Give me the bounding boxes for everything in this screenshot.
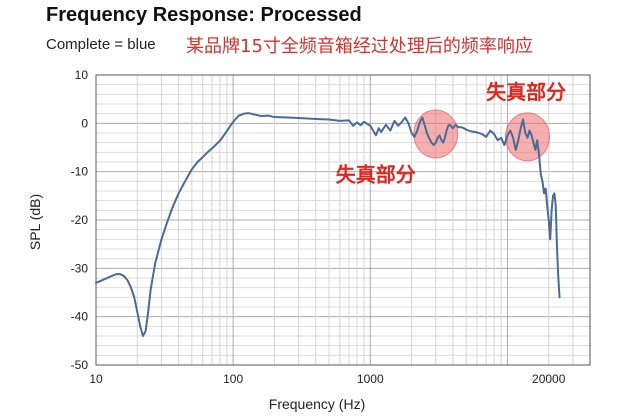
x-axis-label: Frequency (Hz): [269, 396, 365, 412]
y-tick-label: 10: [75, 68, 89, 82]
y-tick-label: -20: [71, 213, 89, 227]
chart-caption: 某品牌15寸全频音箱经过处理后的频率响应: [186, 36, 533, 57]
y-axis-label: SPL (dB): [27, 194, 43, 250]
chart-title: Frequency Response: Processed: [46, 4, 362, 26]
y-tick-label: 0: [81, 116, 88, 130]
y-tick-label: -50: [71, 358, 89, 372]
distortion-circle-1: [413, 109, 459, 159]
chart-subtitle: Complete = blue: [46, 36, 156, 53]
x-tick-label: 20000: [532, 372, 566, 386]
x-tick-label: 100: [223, 372, 243, 386]
x-tick-label: 1000: [357, 372, 384, 386]
distortion-label-2: 失真部分: [486, 80, 566, 104]
y-tick-label: -40: [71, 310, 89, 324]
distortion-label-1: 失真部分: [336, 162, 416, 186]
series-line-1: [95, 112, 561, 337]
y-tick-label: -30: [71, 261, 89, 275]
x-tick-label: 10: [89, 372, 103, 386]
y-tick-label: -10: [71, 165, 89, 179]
series-layer: [95, 112, 561, 337]
plot-frame: [95, 74, 591, 366]
